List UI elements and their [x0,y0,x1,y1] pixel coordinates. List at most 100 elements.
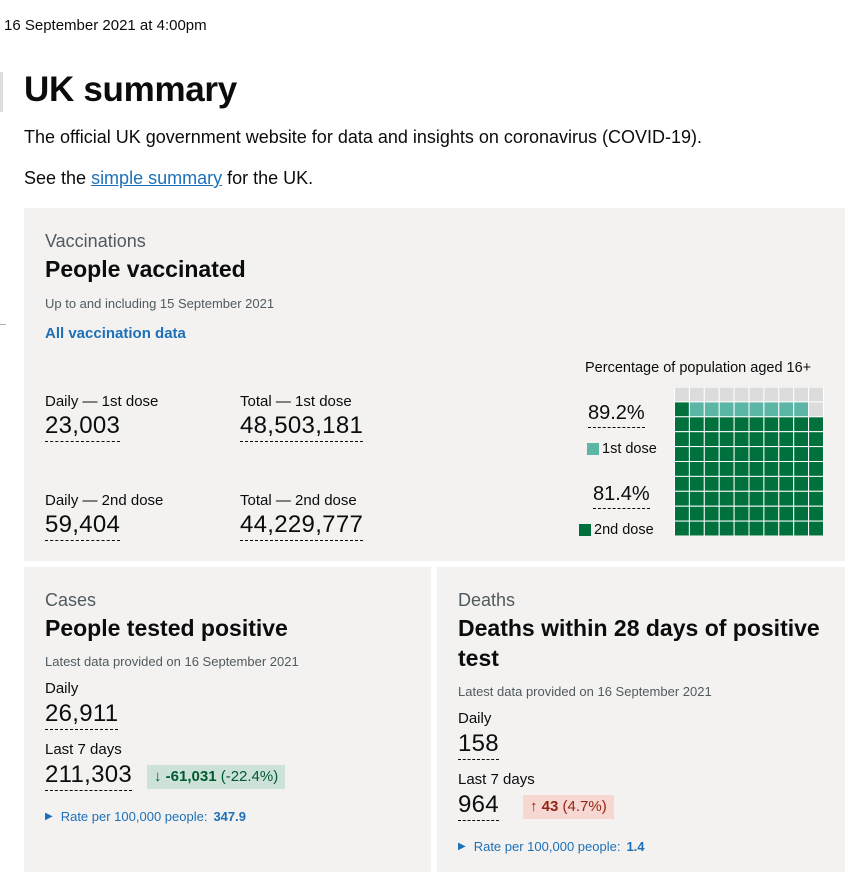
waffle-cell [808,431,824,448]
deaths-rate-value: 1.4 [626,839,645,854]
triangle-right-icon: ▶ [458,841,466,852]
daily-second-dose-value: 59,404 [45,512,121,541]
waffle-cell [674,461,690,477]
left-divider-tick [0,324,6,325]
waffle-cell [778,401,795,418]
waffle-cell [808,387,824,403]
waffle-cell [718,461,735,477]
cases-card: Cases People tested positive Latest data… [24,567,431,872]
deaths-card: Deaths Deaths within 28 days of positive… [437,567,845,872]
cases-week-label: Last 7 days [45,741,122,758]
first-dose-legend: 1st dose [587,441,657,457]
waffle-cell [748,461,765,477]
waffle-cell [688,505,705,522]
cases-daily-value: 26,911 [45,701,119,730]
waffle-cell [733,520,750,536]
waffle-cell [778,387,795,403]
waffle-cell [733,401,750,418]
waffle-cell [793,401,810,418]
waffle-cell [718,490,735,507]
waffle-cell [778,431,795,448]
waffle-cell [748,446,765,462]
simple-summary-link[interactable]: simple summary [91,168,223,188]
waffle-cell [748,520,765,536]
deaths-daily-label: Daily [458,710,492,727]
waffle-cell [718,505,735,522]
second-dose-swatch [579,524,591,536]
waffle-cell [748,505,765,522]
waffle-cell [703,520,720,536]
waffle-cell [748,475,765,492]
update-timestamp: 16 September 2021 at 4:00pm [4,17,207,34]
deaths-rate-toggle[interactable]: ▶ Rate per 100,000 people: 1.4 [458,839,645,854]
total-second-dose-value: 44,229,777 [240,512,364,541]
vaccinations-card: Vaccinations People vaccinated Up to and… [24,208,845,561]
waffle-cell [733,431,750,448]
waffle-cell [703,446,720,462]
waffle-cell [688,431,705,448]
deaths-category: Deaths [458,590,516,610]
waffle-cell [763,505,780,522]
waffle-cell [703,416,720,433]
waffle-cell [778,416,795,433]
title-accent-bar [0,72,3,112]
waffle-cell [808,505,824,522]
waffle-cell [763,520,780,536]
cases-rate-toggle[interactable]: ▶ Rate per 100,000 people: 347.9 [45,809,246,824]
waffle-cell [688,475,705,492]
deaths-change-badge: ↑ 43 (4.7%) [523,795,614,819]
total-first-dose-label: Total — 1st dose [240,393,352,410]
waffle-cell [688,416,705,433]
waffle-cell [674,475,690,492]
waffle-cell [793,416,810,433]
waffle-cell [793,475,810,492]
all-vaccination-data-link[interactable]: All vaccination data [45,325,186,342]
deaths-daily-value: 158 [458,731,499,760]
waffle-cell [718,387,735,403]
waffle-cell [793,520,810,536]
waffle-cell [763,446,780,462]
deaths-heading: Deaths within 28 days of positive test [458,615,820,671]
daily-first-dose-value: 23,003 [45,413,121,442]
waffle-cell [688,387,705,403]
waffle-cell [733,446,750,462]
cases-category: Cases [45,590,97,610]
daily-first-dose-label: Daily — 1st dose [45,393,159,410]
waffle-cell [778,505,795,522]
waffle-cell [793,387,810,403]
total-second-dose-label: Total — 2nd dose [240,492,357,509]
waffle-cell [718,520,735,536]
cases-rate-value: 347.9 [213,809,246,824]
cases-change-value: -61,031 [165,768,217,785]
waffle-cell [688,461,705,477]
see-suffix: for the UK. [222,168,314,188]
page-title: UK summary [24,70,237,109]
deaths-rate-label: Rate per 100,000 people: [473,839,621,854]
waffle-cell [718,431,735,448]
total-first-dose-value: 48,503,181 [240,413,364,442]
first-dose-percentage: 89.2% [588,401,645,428]
simple-summary-line: See the simple summary for the UK. [24,168,313,189]
waffle-cell [778,520,795,536]
deaths-week-value: 964 [458,792,499,821]
waffle-cell [688,520,705,536]
waffle-cell [703,505,720,522]
second-dose-percentage: 81.4% [593,482,650,509]
waffle-cell [808,416,824,433]
waffle-cell [793,446,810,462]
waffle-cell [793,461,810,477]
deaths-updated: Latest data provided on 16 September 202… [458,684,712,699]
waffle-cell [733,387,750,403]
waffle-cell [703,490,720,507]
arrow-up-icon: ↑ [530,798,538,815]
waffle-cell [778,461,795,477]
waffle-cell [703,431,720,448]
waffle-cell [808,446,824,462]
cases-week-value: 211,303 [45,762,133,791]
waffle-cell [674,431,690,448]
deaths-change-value: 43 [541,798,559,815]
deaths-change-percent: (4.7%) [562,798,607,815]
daily-second-dose-label: Daily — 2nd dose [45,492,164,509]
waffle-cell [718,475,735,492]
waffle-cell [703,461,720,477]
